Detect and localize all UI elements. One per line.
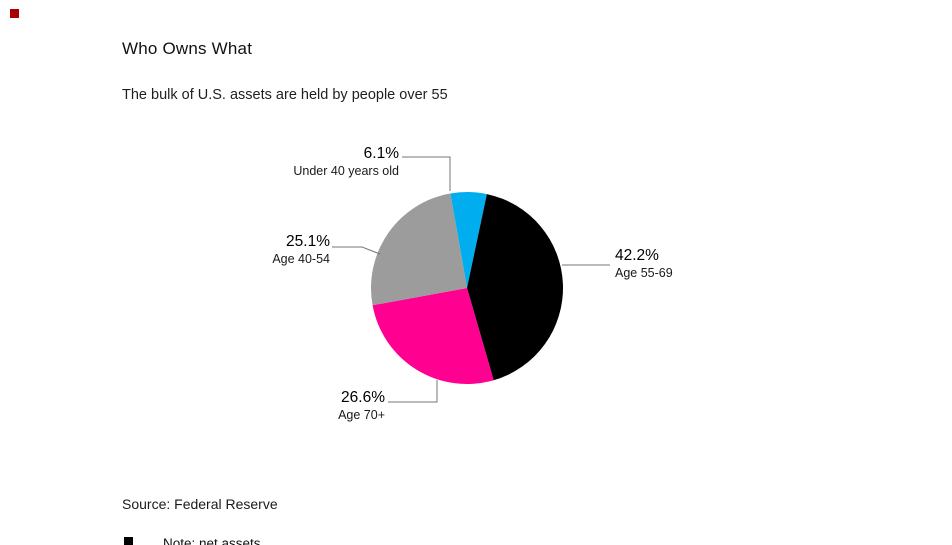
pie-label-pct: 25.1% <box>286 233 330 250</box>
pie-label-pct: 6.1% <box>363 145 399 162</box>
pie-label-pct: 26.6% <box>341 389 385 406</box>
pie-label-name: Age 70+ <box>338 408 385 422</box>
footnote-square-icon <box>124 537 133 545</box>
pie-slices-group <box>371 191 564 385</box>
pie-label-name: Age 40-54 <box>272 252 330 266</box>
pie-slice-age-40-54 <box>371 193 467 306</box>
pie-slice-age-55-69 <box>467 194 564 381</box>
pie-label-age-40-54: 25.1% Age 40-54 <box>272 233 330 267</box>
leader-lines-group <box>332 156 610 403</box>
brand-square-icon <box>10 9 19 18</box>
leader-line-age-40-54 <box>332 246 381 255</box>
leader-line-age-70-plus <box>388 380 438 403</box>
pie-label-name: Age 55-69 <box>615 266 673 280</box>
pie-label-name: Under 40 years old <box>293 164 399 178</box>
chart-subtitle: The bulk of U.S. assets are held by peop… <box>122 87 448 103</box>
pie-slice-under-40-years-old <box>450 191 487 288</box>
footer-note-clipped: Note: net assets <box>163 536 261 545</box>
pie-label-under-40: 6.1% Under 40 years old <box>293 145 399 179</box>
leader-line-under-40 <box>402 156 451 191</box>
pie-slice-age-70- <box>372 288 494 385</box>
chart-title: Who Owns What <box>122 39 253 58</box>
pie-label-age-55-69: 42.2% Age 55-69 <box>615 247 673 281</box>
source-text: Source: Federal Reserve <box>122 496 278 512</box>
pie-label-pct: 42.2% <box>615 247 659 264</box>
pie-label-age-70-plus: 26.6% Age 70+ <box>338 389 385 423</box>
